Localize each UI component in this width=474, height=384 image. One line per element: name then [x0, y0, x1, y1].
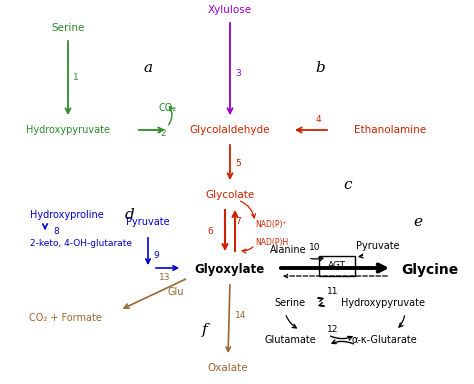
Text: c: c: [344, 178, 352, 192]
Text: Pyruvate: Pyruvate: [356, 241, 400, 251]
Text: 14: 14: [235, 311, 246, 319]
Text: 2: 2: [160, 129, 166, 139]
Text: Glyoxylate: Glyoxylate: [195, 263, 265, 276]
Text: CO₂: CO₂: [159, 103, 177, 113]
Text: NAD(P)⁺: NAD(P)⁺: [255, 220, 287, 230]
Text: 12: 12: [328, 326, 339, 334]
Text: Xylulose: Xylulose: [208, 5, 252, 15]
Text: b: b: [315, 61, 325, 75]
Text: Serine: Serine: [274, 298, 306, 308]
Text: AGT: AGT: [328, 262, 346, 270]
Text: d: d: [125, 208, 135, 222]
Text: 7: 7: [235, 217, 241, 227]
Text: 6: 6: [207, 227, 213, 237]
Text: 3: 3: [235, 68, 241, 78]
Text: e: e: [413, 215, 422, 229]
Text: Serine: Serine: [51, 23, 85, 33]
Text: Ethanolamine: Ethanolamine: [354, 125, 426, 135]
Text: Hydroxypyruvate: Hydroxypyruvate: [26, 125, 110, 135]
Text: Pyruvate: Pyruvate: [126, 217, 170, 227]
Text: 1: 1: [73, 73, 79, 83]
Text: α-κ-Glutarate: α-κ-Glutarate: [351, 335, 417, 345]
Text: Glycine: Glycine: [401, 263, 459, 277]
Text: f: f: [202, 323, 208, 337]
Text: NAD(P)H: NAD(P)H: [255, 237, 288, 247]
Text: 2-keto, 4-OH-glutarate: 2-keto, 4-OH-glutarate: [30, 238, 132, 248]
Text: Hydroxypyruvate: Hydroxypyruvate: [341, 298, 425, 308]
Text: CO₂ + Formate: CO₂ + Formate: [28, 313, 101, 323]
Text: Glutamate: Glutamate: [264, 335, 316, 345]
Text: 13: 13: [159, 273, 171, 283]
FancyBboxPatch shape: [319, 256, 355, 276]
Text: 10: 10: [309, 243, 321, 253]
Text: Glycolate: Glycolate: [205, 190, 255, 200]
Text: a: a: [144, 61, 153, 75]
Text: 11: 11: [327, 288, 339, 296]
Text: 8: 8: [53, 227, 59, 237]
Text: 4: 4: [315, 116, 321, 124]
Text: Glu: Glu: [168, 287, 184, 297]
Text: Glycolaldehyde: Glycolaldehyde: [190, 125, 270, 135]
Text: Alanine: Alanine: [270, 245, 306, 255]
Text: 5: 5: [235, 159, 241, 167]
Text: Hydroxyproline: Hydroxyproline: [30, 210, 104, 220]
Text: Oxalate: Oxalate: [208, 363, 248, 373]
Text: 9: 9: [153, 252, 159, 260]
